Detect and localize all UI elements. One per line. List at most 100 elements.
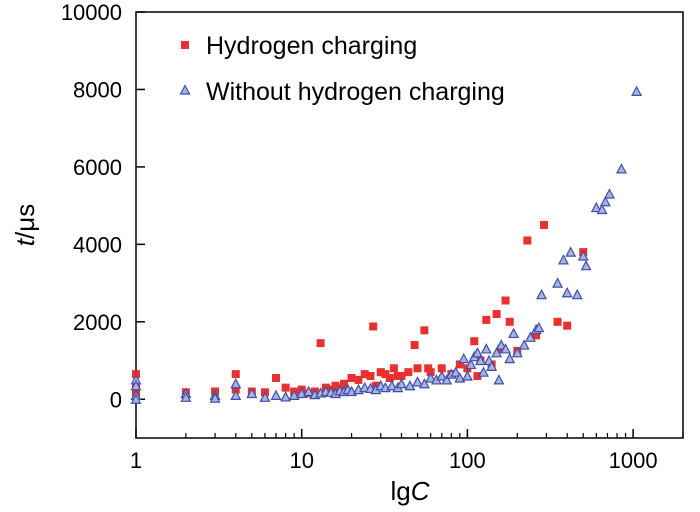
x-axis: 1 10 100 1000 (130, 429, 684, 473)
point-hydrogen-charging (523, 236, 532, 245)
point-without-hydrogen-charging (486, 360, 498, 371)
point-hydrogen-charging (366, 372, 375, 381)
point-without-hydrogen-charging (580, 259, 592, 271)
x-axis-title: lgC (390, 476, 429, 506)
point-without-hydrogen-charging (418, 377, 430, 389)
point-hydrogen-charging (501, 296, 510, 305)
point-hydrogen-charging (231, 370, 240, 379)
point-hydrogen-charging (473, 372, 482, 381)
point-without-hydrogen-charging (471, 347, 483, 358)
x-tick-label: 100 (449, 448, 486, 473)
point-hydrogen-charging (397, 372, 406, 381)
point-without-hydrogen-charging (395, 377, 407, 389)
point-without-hydrogen-charging (270, 389, 282, 400)
point-without-hydrogen-charging (230, 377, 242, 389)
point-without-hydrogen-charging (288, 389, 300, 400)
legend-label-without-hydrogen-charging: Without hydrogen charging (206, 78, 505, 106)
point-without-hydrogen-charging (493, 374, 505, 385)
point-without-hydrogen-charging (491, 347, 503, 358)
point-hydrogen-charging (455, 360, 464, 369)
point-hydrogen-charging (563, 321, 572, 330)
legend: Hydrogen charging Without hydrogen charg… (179, 32, 505, 106)
point-without-hydrogen-charging (508, 327, 520, 339)
y-tick-label: 2000 (73, 310, 122, 335)
y-axis-title: t/μs (10, 204, 40, 246)
point-hydrogen-charging (505, 317, 514, 326)
y-tick-label: 0 (110, 387, 122, 412)
point-without-hydrogen-charging (599, 195, 611, 207)
point-without-hydrogen-charging (465, 358, 477, 370)
point-hydrogen-charging (413, 364, 422, 373)
point-hydrogen-charging (389, 364, 398, 373)
point-without-hydrogen-charging (412, 376, 424, 387)
point-without-hydrogen-charging (480, 343, 492, 354)
point-hydrogen-charging (281, 383, 290, 392)
point-hydrogen-charging (376, 368, 385, 377)
point-hydrogen-charging (231, 385, 240, 394)
point-hydrogen-charging (437, 364, 446, 373)
point-without-hydrogen-charging (230, 389, 242, 400)
point-without-hydrogen-charging (565, 246, 577, 257)
point-without-hydrogen-charging (259, 391, 271, 402)
legend-marker-hydrogen-charging (181, 41, 189, 49)
point-without-hydrogen-charging (441, 374, 453, 385)
point-hydrogen-charging (354, 375, 363, 384)
point-without-hydrogen-charging (180, 391, 192, 402)
point-hydrogen-charging (316, 339, 325, 348)
point-without-hydrogen-charging (571, 288, 583, 300)
y-tick-label: 10000 (61, 0, 122, 25)
point-without-hydrogen-charging (425, 372, 437, 383)
point-without-hydrogen-charging (475, 354, 487, 366)
point-without-hydrogen-charging (596, 203, 608, 215)
plot-frame (135, 11, 684, 439)
point-without-hydrogen-charging (603, 188, 615, 199)
point-without-hydrogen-charging (436, 370, 448, 381)
point-hydrogen-charging (381, 370, 390, 379)
point-hydrogen-charging (532, 331, 541, 340)
point-without-hydrogen-charging (533, 321, 545, 333)
y-axis: 0 2000 4000 6000 8000 10000 (61, 0, 145, 412)
point-without-hydrogen-charging (477, 366, 489, 377)
point-hydrogen-charging (331, 381, 340, 390)
point-without-hydrogen-charging (461, 370, 473, 381)
point-without-hydrogen-charging (552, 277, 564, 288)
point-without-hydrogen-charging (454, 372, 466, 383)
point-without-hydrogen-charging (511, 347, 523, 358)
point-without-hydrogen-charging (536, 288, 548, 300)
point-hydrogen-charging (482, 315, 491, 324)
point-hydrogen-charging (426, 368, 435, 377)
point-hydrogen-charging (404, 368, 413, 377)
point-hydrogen-charging (347, 373, 356, 382)
y-tick-label: 4000 (73, 232, 122, 257)
point-hydrogen-charging (492, 310, 501, 319)
point-without-hydrogen-charging (209, 392, 221, 403)
point-without-hydrogen-charging (557, 254, 569, 265)
point-without-hydrogen-charging (404, 379, 416, 391)
point-hydrogen-charging (540, 221, 549, 229)
point-hydrogen-charging (272, 373, 281, 382)
point-without-hydrogen-charging (518, 339, 530, 350)
x-tick-label: 1 (130, 448, 142, 473)
point-without-hydrogen-charging (561, 286, 573, 298)
point-without-hydrogen-charging (246, 387, 258, 399)
point-without-hydrogen-charging (615, 163, 627, 174)
point-hydrogen-charging (360, 370, 369, 379)
point-without-hydrogen-charging (130, 393, 142, 404)
data-points (130, 85, 643, 404)
point-without-hydrogen-charging (631, 85, 643, 96)
point-hydrogen-charging (470, 337, 479, 346)
point-without-hydrogen-charging (504, 352, 516, 364)
x-tick-label: 10 (289, 448, 313, 473)
point-without-hydrogen-charging (280, 391, 292, 402)
point-without-hydrogen-charging (458, 352, 470, 364)
point-without-hydrogen-charging (577, 250, 589, 261)
point-without-hydrogen-charging (450, 366, 462, 377)
y-tick-label: 6000 (73, 155, 122, 180)
point-without-hydrogen-charging (386, 379, 398, 391)
point-hydrogen-charging (385, 373, 394, 382)
point-hydrogen-charging (369, 322, 378, 331)
point-without-hydrogen-charging (495, 339, 507, 350)
point-without-hydrogen-charging (590, 201, 602, 213)
point-hydrogen-charging (420, 326, 429, 335)
